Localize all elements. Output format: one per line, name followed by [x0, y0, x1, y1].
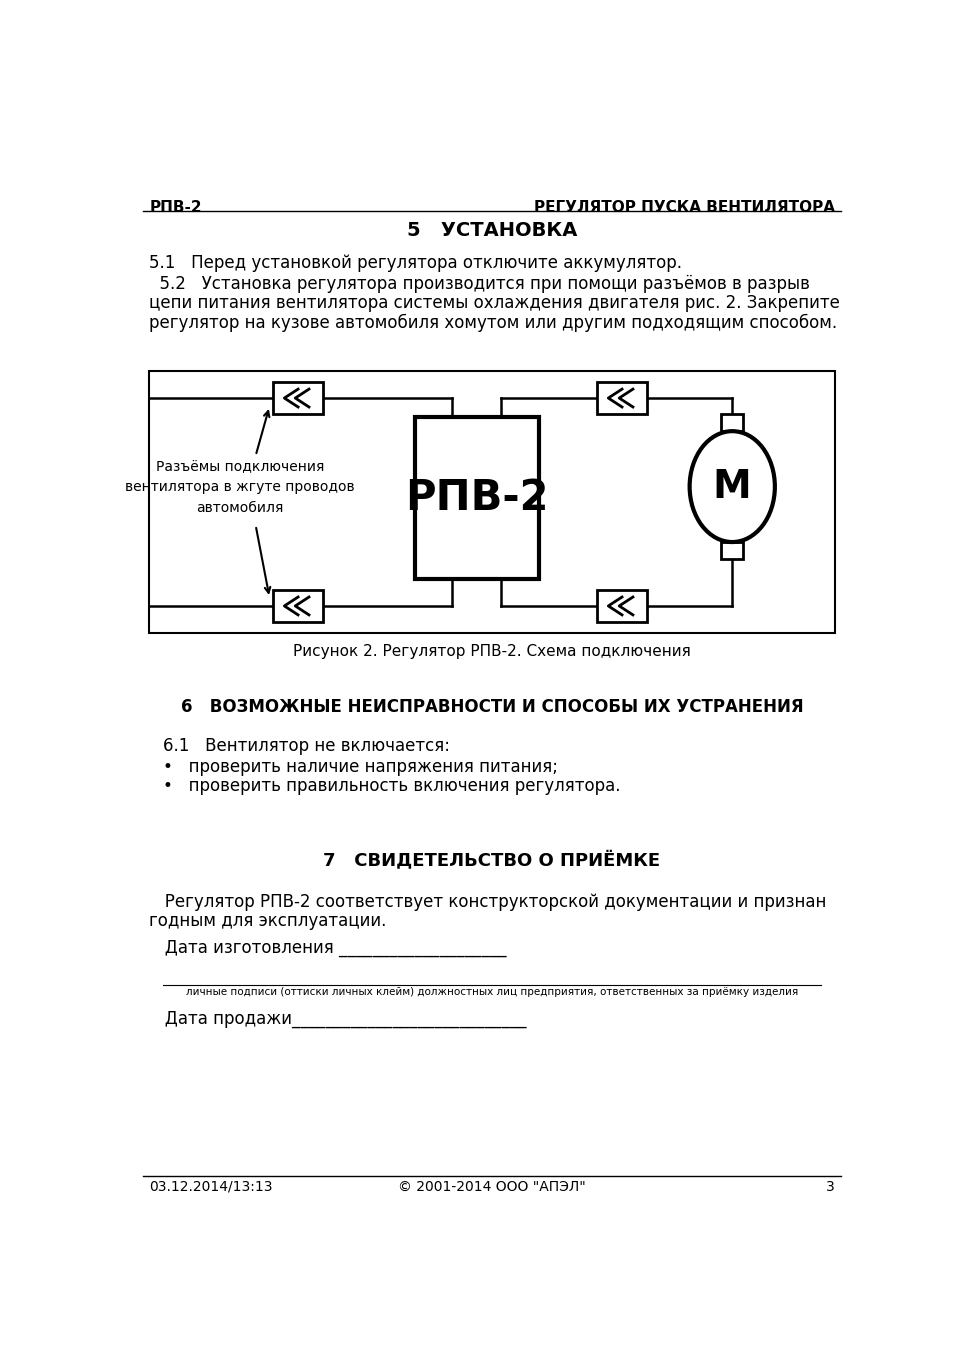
Text: цепи питания вентилятора системы охлаждения двигателя рис. 2. Закрепите: цепи питания вентилятора системы охлажде…	[150, 294, 840, 311]
Text: 5   УСТАНОВКА: 5 УСТАНОВКА	[407, 220, 577, 239]
Text: •   проверить наличие напряжения питания;: • проверить наличие напряжения питания;	[162, 759, 558, 777]
Text: Разъёмы подключения
вентилятора в жгуте проводов
автомобиля: Разъёмы подключения вентилятора в жгуте …	[126, 460, 355, 515]
Text: годным для эксплуатации.: годным для эксплуатации.	[150, 913, 387, 930]
Text: Дата изготовления ____________________: Дата изготовления ____________________	[150, 940, 507, 957]
Text: регулятор на кузове автомобиля хомутом или другим подходящим способом.: регулятор на кузове автомобиля хомутом и…	[150, 313, 837, 332]
Bar	[150, 371, 834, 632]
Bar	[274, 590, 324, 622]
Text: •   проверить правильность включения регулятора.: • проверить правильность включения регул…	[162, 777, 620, 794]
Text: РЕГУЛЯТОР ПУСКА ВЕНТИЛЯТОРА: РЕГУЛЯТОР ПУСКА ВЕНТИЛЯТОРА	[534, 200, 834, 215]
Text: РПВ-2: РПВ-2	[150, 200, 202, 215]
Text: 6.1   Вентилятор не включается:: 6.1 Вентилятор не включается:	[162, 737, 449, 755]
Text: Регулятор РПВ-2 соответствует конструкторской документации и признан: Регулятор РПВ-2 соответствует конструкто…	[150, 894, 827, 911]
Text: Рисунок 2. Регулятор РПВ-2. Схема подключения: Рисунок 2. Регулятор РПВ-2. Схема подклю…	[293, 645, 691, 660]
Text: 5.1   Перед установкой регулятора отключите аккумулятор.: 5.1 Перед установкой регулятора отключит…	[150, 254, 683, 272]
Text: 5.2   Установка регулятора производится при помощи разъёмов в разрыв: 5.2 Установка регулятора производится пр…	[150, 275, 810, 292]
Text: © 2001-2014 ООО "АПЭЛ": © 2001-2014 ООО "АПЭЛ"	[398, 1179, 586, 1194]
Bar	[721, 415, 743, 431]
Text: 6   ВОЗМОЖНЫЕ НЕИСПРАВНОСТИ И СПОСОБЫ ИХ УСТРАНЕНИЯ: 6 ВОЗМОЖНЫЕ НЕИСПРАВНОСТИ И СПОСОБЫ ИХ У…	[180, 698, 804, 717]
Text: 03.12.2014/13:13: 03.12.2014/13:13	[150, 1179, 273, 1194]
Text: Дата продажи____________________________: Дата продажи____________________________	[150, 1010, 527, 1028]
Bar	[721, 543, 743, 559]
Ellipse shape	[689, 431, 775, 543]
Bar	[415, 418, 539, 579]
Bar	[274, 382, 324, 415]
Text: 7   СВИДЕТЕЛЬСТВО О ПРИЁМКЕ: 7 СВИДЕТЕЛЬСТВО О ПРИЁМКЕ	[324, 851, 660, 870]
Text: М: М	[713, 468, 752, 506]
Text: РПВ-2: РПВ-2	[405, 477, 548, 520]
Bar	[597, 590, 647, 622]
Text: 3: 3	[826, 1179, 834, 1194]
Text: личные подписи (оттиски личных клейм) должностных лиц предприятия, ответственных: личные подписи (оттиски личных клейм) до…	[186, 987, 798, 997]
Bar	[597, 382, 647, 415]
